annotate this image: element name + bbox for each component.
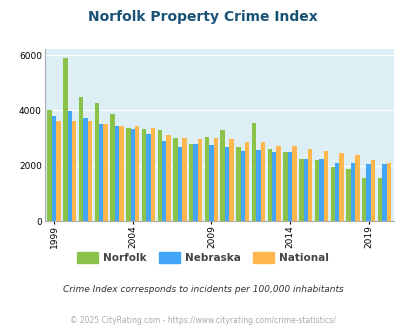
Bar [157, 130, 162, 221]
Bar [87, 121, 92, 221]
Bar [79, 97, 83, 221]
Bar [52, 116, 56, 221]
Bar [68, 112, 72, 221]
Bar [197, 140, 202, 221]
Bar [110, 114, 115, 221]
Bar [99, 124, 103, 221]
Bar [56, 121, 61, 221]
Bar [63, 58, 68, 221]
Legend: Norfolk, Nebraska, National: Norfolk, Nebraska, National [72, 248, 333, 267]
Bar [260, 142, 264, 221]
Bar [334, 163, 339, 221]
Bar [314, 160, 318, 221]
Bar [283, 152, 287, 221]
Bar [366, 164, 370, 221]
Bar [381, 164, 386, 221]
Bar [323, 151, 327, 221]
Bar [339, 153, 343, 221]
Text: © 2025 CityRating.com - https://www.cityrating.com/crime-statistics/: © 2025 CityRating.com - https://www.city… [70, 316, 335, 325]
Text: Norfolk Property Crime Index: Norfolk Property Crime Index [88, 10, 317, 24]
Bar [267, 148, 271, 221]
Bar [345, 169, 350, 221]
Text: Crime Index corresponds to incidents per 100,000 inhabitants: Crime Index corresponds to incidents per… [62, 285, 343, 294]
Bar [330, 167, 334, 221]
Bar [119, 126, 123, 221]
Bar [141, 129, 146, 221]
Bar [103, 124, 108, 221]
Bar [318, 159, 323, 221]
Bar [240, 151, 245, 221]
Bar [189, 144, 193, 221]
Bar [377, 178, 381, 221]
Bar [182, 138, 186, 221]
Bar [134, 126, 139, 221]
Bar [115, 126, 119, 221]
Bar [126, 128, 130, 221]
Bar [146, 134, 150, 221]
Bar [94, 103, 99, 221]
Bar [130, 129, 134, 221]
Bar [271, 152, 276, 221]
Bar [209, 145, 213, 221]
Bar [370, 160, 374, 221]
Bar [292, 147, 296, 221]
Bar [204, 137, 209, 221]
Bar [83, 117, 87, 221]
Bar [256, 150, 260, 221]
Bar [303, 158, 307, 221]
Bar [350, 163, 354, 221]
Bar [150, 128, 155, 221]
Bar [287, 152, 292, 221]
Bar [354, 155, 359, 221]
Bar [386, 163, 390, 221]
Bar [298, 158, 303, 221]
Bar [193, 144, 197, 221]
Bar [220, 130, 224, 221]
Bar [236, 147, 240, 221]
Bar [173, 138, 177, 221]
Bar [252, 123, 256, 221]
Bar [47, 111, 52, 221]
Bar [224, 147, 229, 221]
Bar [166, 135, 171, 221]
Bar [229, 139, 233, 221]
Bar [213, 138, 217, 221]
Bar [177, 147, 182, 221]
Bar [276, 146, 280, 221]
Bar [361, 178, 366, 221]
Bar [72, 121, 76, 221]
Bar [245, 142, 249, 221]
Bar [162, 141, 166, 221]
Bar [307, 149, 311, 221]
